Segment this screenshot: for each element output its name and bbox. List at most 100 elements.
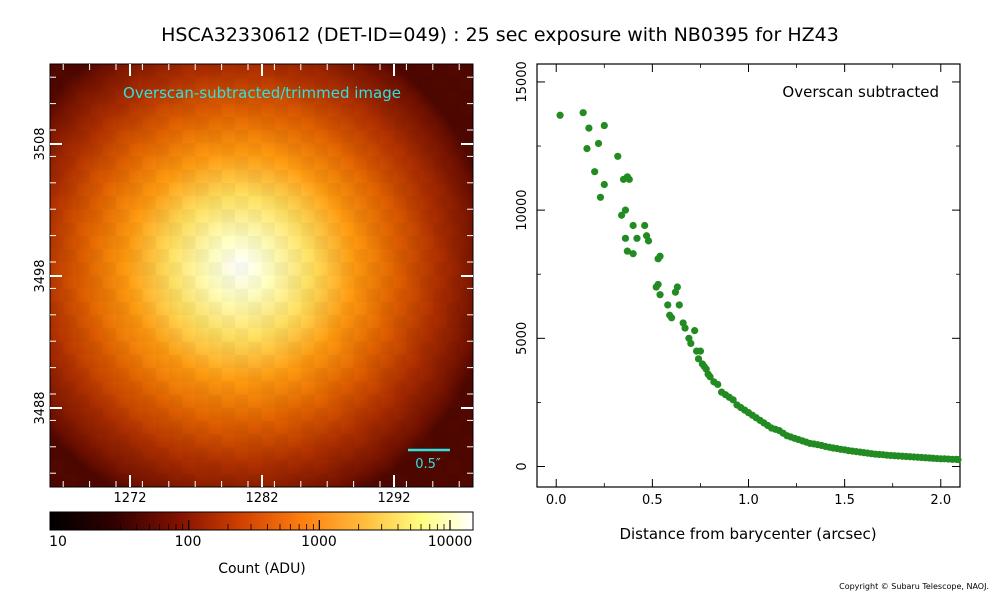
pixel (129, 447, 143, 461)
pixel (301, 104, 314, 117)
pixel (182, 315, 195, 328)
pixel (340, 460, 355, 474)
pixel (103, 209, 116, 222)
pixel (460, 130, 473, 143)
pixel (341, 143, 354, 156)
pixel (63, 289, 76, 302)
pixel (328, 64, 341, 77)
pixel (433, 183, 446, 196)
pixel (420, 236, 433, 249)
pixel (314, 103, 328, 117)
pixel (209, 434, 222, 447)
pixel (248, 315, 261, 328)
pixel (248, 169, 262, 183)
pixel (275, 289, 288, 302)
pixel (394, 157, 407, 170)
pixel (407, 143, 420, 156)
pixel (341, 209, 354, 222)
pixel (156, 249, 169, 262)
pixel (262, 209, 275, 222)
pixel (328, 104, 341, 117)
pixel (63, 262, 76, 275)
pixel (262, 394, 275, 407)
pixel (235, 156, 249, 170)
pixel (420, 434, 433, 447)
pixel (50, 408, 63, 421)
pixel (447, 77, 460, 90)
pixel (433, 434, 446, 447)
pixel (380, 209, 393, 222)
pixel (288, 183, 301, 196)
pixel (407, 236, 420, 249)
pixel (340, 328, 355, 342)
pixel (76, 276, 89, 289)
pixel (274, 64, 288, 78)
pixel (102, 354, 117, 369)
pixel (288, 236, 301, 249)
pixel (460, 368, 473, 381)
pixel (248, 276, 261, 289)
colorbar-tick-label: 100 (175, 534, 202, 550)
pixel (195, 368, 208, 381)
pixel (380, 381, 393, 394)
pixel (235, 249, 248, 262)
pixel (287, 341, 302, 355)
pixel (169, 276, 182, 289)
pixel (129, 461, 142, 474)
pixel (328, 408, 341, 421)
pixel (433, 354, 447, 369)
pixel (182, 408, 195, 421)
x-tick-label: 0.0 (546, 493, 567, 508)
pixel (341, 408, 354, 421)
pixel (90, 223, 103, 236)
pixel (275, 434, 288, 447)
pixel (222, 196, 235, 209)
pixel (76, 434, 89, 447)
pixel (222, 447, 235, 460)
pixel (222, 104, 235, 117)
pixel (301, 447, 314, 460)
pixel (182, 474, 195, 487)
pixel (341, 421, 354, 434)
pixel (63, 182, 77, 197)
pixel (287, 275, 302, 289)
pixel (460, 461, 473, 474)
pixel (129, 223, 142, 236)
pixel (195, 434, 208, 447)
pixel (447, 276, 460, 289)
pixel (50, 103, 64, 117)
pixel (182, 342, 195, 355)
pixel (262, 236, 275, 249)
data-point (641, 221, 649, 230)
pixel (143, 434, 156, 447)
pixel (89, 407, 103, 421)
pixel (420, 275, 434, 289)
pixel (420, 249, 433, 262)
pixel (354, 461, 367, 474)
pixel (447, 209, 460, 222)
pixel (367, 381, 380, 394)
pixel (354, 302, 367, 315)
scatter-points (556, 109, 962, 464)
pixel (235, 276, 248, 289)
pixel (169, 408, 182, 421)
pixel (116, 461, 129, 474)
pixel (50, 368, 64, 382)
pixel (156, 368, 169, 381)
pixel (433, 276, 446, 289)
pixel (235, 408, 248, 421)
pixel (221, 275, 236, 289)
pixel (301, 156, 315, 170)
pixel (447, 90, 460, 103)
pixel (63, 249, 77, 263)
pixel (248, 103, 262, 117)
pixel (367, 236, 380, 249)
pixel (262, 355, 275, 368)
pixel (195, 461, 208, 474)
pixel (301, 64, 314, 77)
pixel (142, 64, 156, 78)
data-point (596, 193, 605, 201)
pixel (156, 236, 169, 249)
pixel (169, 236, 182, 249)
pixel (195, 315, 209, 329)
